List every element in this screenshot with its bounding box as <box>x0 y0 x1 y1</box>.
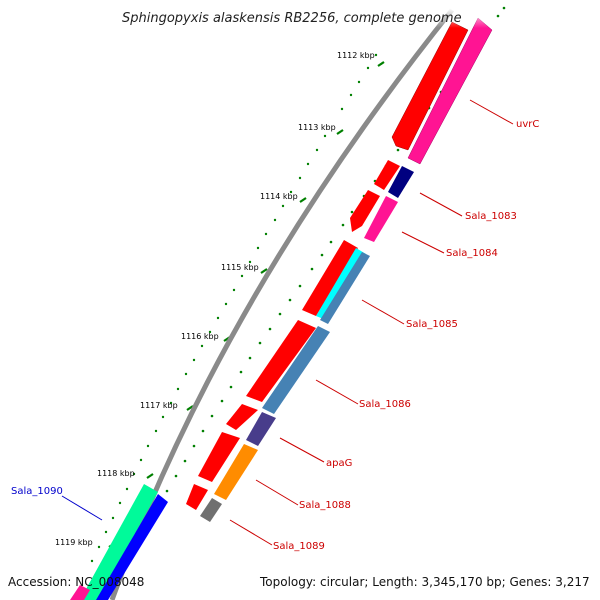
gene-sala-1086-red[interactable] <box>246 320 316 402</box>
feature-apaG[interactable] <box>246 412 276 446</box>
label-sala-1086[interactable]: Sala_1086 <box>359 399 411 410</box>
feature-sala-1083[interactable] <box>388 166 414 198</box>
gene-sala-1088-red[interactable] <box>198 432 240 482</box>
gene-apaG-red[interactable] <box>226 404 258 430</box>
label-sala-1089[interactable]: Sala_1089 <box>273 541 325 552</box>
feature-sala-1090-green[interactable] <box>80 484 158 600</box>
feature-sala-1088[interactable] <box>214 444 258 500</box>
label-uvrC[interactable]: uvrC <box>516 119 539 130</box>
kbp-label-1119: 1119 kbp <box>55 538 93 547</box>
kbp-label-1117: 1117 kbp <box>140 401 178 410</box>
top-fade <box>430 8 490 28</box>
gene-sala-1089-red[interactable] <box>186 484 208 510</box>
accession-text: Accession: NC_008048 <box>8 575 144 589</box>
label-sala-1090[interactable]: Sala_1090 <box>11 486 63 497</box>
kbp-ticks <box>108 61 385 548</box>
label-sala-1088[interactable]: Sala_1088 <box>299 500 351 511</box>
feature-sala-1090-pink[interactable] <box>70 585 90 600</box>
genome-summary-text: Topology: circular; Length: 3,345,170 bp… <box>259 575 590 589</box>
map-title: Sphingopyxis alaskensis RB2256, complete… <box>122 11 462 26</box>
kbp-label-1112: 1112 kbp <box>337 51 375 60</box>
kbp-label-1114: 1114 kbp <box>260 192 298 201</box>
label-sala-1085[interactable]: Sala_1085 <box>406 319 458 330</box>
feature-sala-1086[interactable] <box>262 326 330 414</box>
feature-sala-1090-blue[interactable] <box>96 494 168 600</box>
label-leader-lines <box>229 99 514 546</box>
gene-sala-1084-red[interactable] <box>350 190 380 232</box>
reverse-strand-genes <box>70 484 168 600</box>
kbp-label-1115: 1115 kbp <box>221 263 259 272</box>
inner-dotted-ring <box>90 53 378 563</box>
feature-sala-1089[interactable] <box>200 498 222 522</box>
kbp-label-1113: 1113 kbp <box>298 123 336 132</box>
label-apaG[interactable]: apaG <box>326 458 352 469</box>
label-sala-1083[interactable]: Sala_1083 <box>465 211 517 222</box>
label-sala-1084[interactable]: Sala_1084 <box>446 248 498 259</box>
genome-backbone <box>109 8 454 600</box>
feature-track <box>200 17 493 522</box>
forward-strand-genes <box>186 21 469 510</box>
kbp-label-1118: 1118 kbp <box>97 469 135 478</box>
gene-uvrC-red[interactable] <box>391 21 469 151</box>
kbp-label-1116: 1116 kbp <box>181 332 219 341</box>
sala-1090-leader <box>61 495 103 521</box>
gene-sala-1083-red[interactable] <box>374 160 400 190</box>
gene-sala-1085-red[interactable] <box>302 240 358 316</box>
feature-sala-1084[interactable] <box>364 196 398 242</box>
feature-sala-1085[interactable] <box>320 252 370 324</box>
